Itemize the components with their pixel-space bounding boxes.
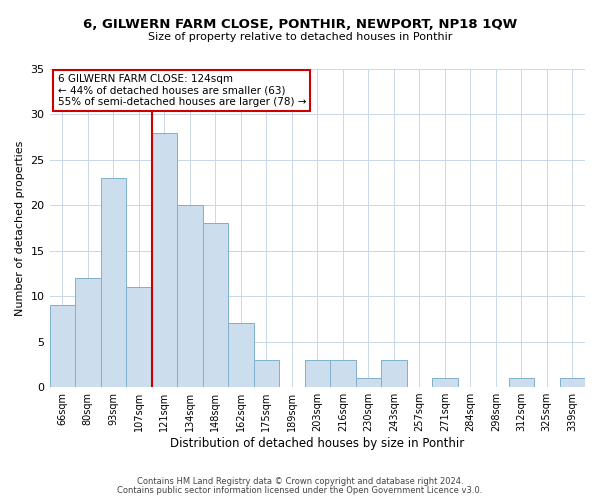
Bar (152, 132, 177, 387)
Bar (330, 360, 356, 387)
Bar (509, 378, 534, 387)
Text: Size of property relative to detached houses in Ponthir: Size of property relative to detached ho… (148, 32, 452, 42)
Bar (560, 378, 585, 387)
Bar (203, 224, 228, 387)
Bar (228, 324, 254, 387)
Bar (177, 206, 203, 387)
Y-axis label: Number of detached properties: Number of detached properties (15, 140, 25, 316)
Bar (381, 360, 407, 387)
Bar (75, 278, 101, 387)
Bar (101, 178, 126, 387)
Bar (432, 378, 458, 387)
Bar (305, 360, 330, 387)
Text: 6 GILWERN FARM CLOSE: 124sqm
← 44% of detached houses are smaller (63)
55% of se: 6 GILWERN FARM CLOSE: 124sqm ← 44% of de… (58, 74, 306, 107)
Bar (356, 378, 381, 387)
Text: 6, GILWERN FARM CLOSE, PONTHIR, NEWPORT, NP18 1QW: 6, GILWERN FARM CLOSE, PONTHIR, NEWPORT,… (83, 18, 517, 30)
Bar (254, 360, 279, 387)
Text: Contains HM Land Registry data © Crown copyright and database right 2024.: Contains HM Land Registry data © Crown c… (137, 477, 463, 486)
Bar (126, 287, 152, 387)
Text: Contains public sector information licensed under the Open Government Licence v3: Contains public sector information licen… (118, 486, 482, 495)
Bar (50, 306, 75, 387)
X-axis label: Distribution of detached houses by size in Ponthir: Distribution of detached houses by size … (170, 437, 464, 450)
